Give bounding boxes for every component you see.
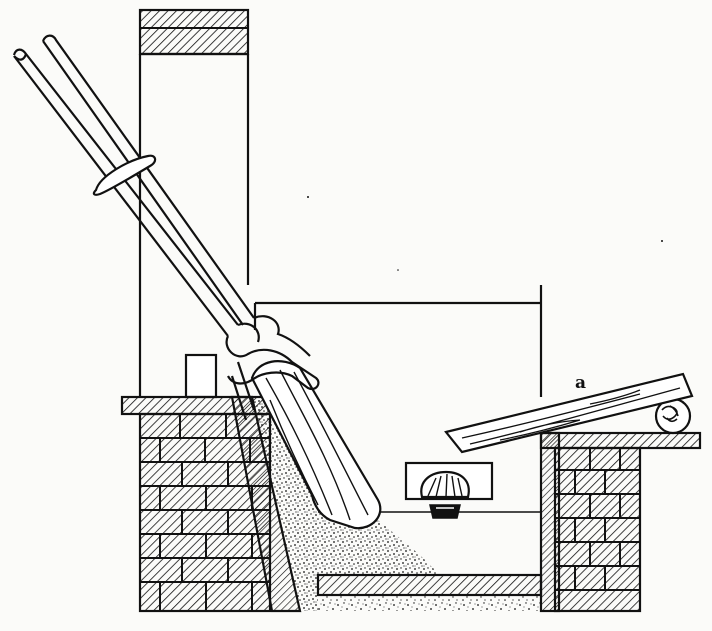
speckles — [307, 196, 663, 271]
right-ledge-slab — [539, 431, 702, 450]
plank-a — [444, 372, 694, 454]
crucible-held — [250, 360, 382, 530]
tongs — [12, 34, 320, 421]
left-brick-wall — [138, 412, 272, 613]
crucible-opening — [404, 461, 494, 519]
right-brick-wall — [539, 431, 642, 613]
chimney — [138, 8, 250, 397]
label-a: a — [575, 373, 586, 393]
floor-sand — [318, 595, 541, 611]
chimney-cap-bricks — [138, 8, 250, 56]
floor-slab — [316, 573, 543, 597]
small-block — [184, 353, 218, 399]
